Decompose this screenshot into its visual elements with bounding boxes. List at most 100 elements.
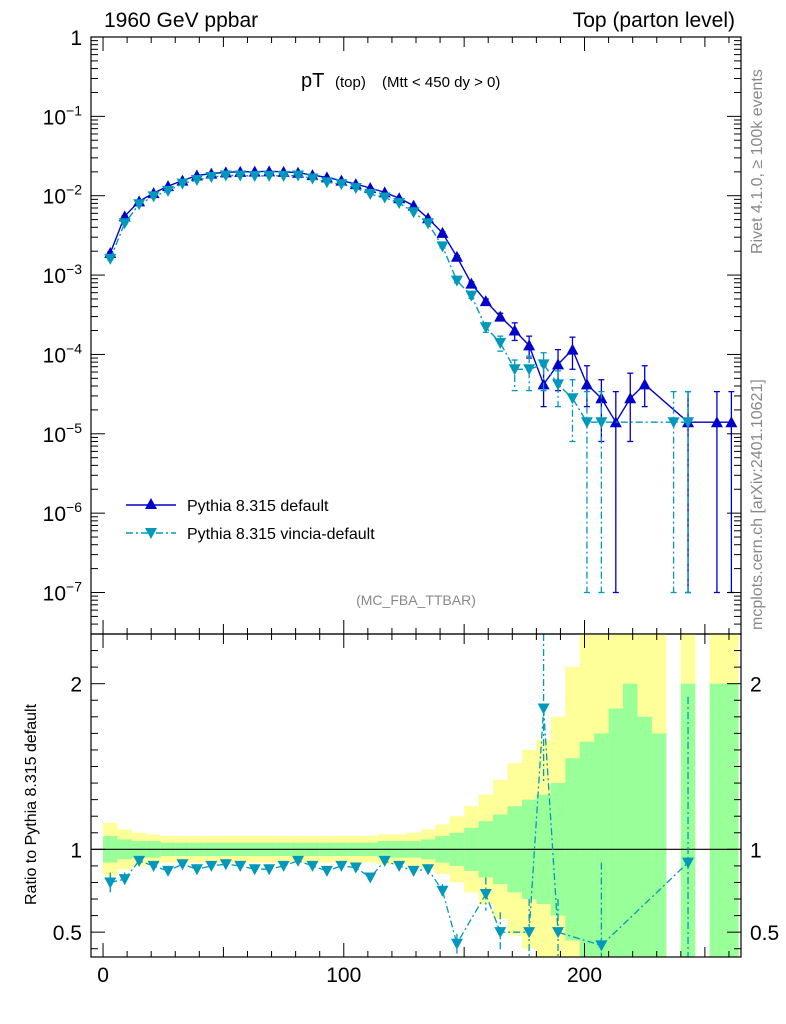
main-point-vincia	[205, 172, 218, 184]
main-point-vincia	[682, 417, 695, 429]
main-point-vincia	[263, 170, 276, 182]
main-point-vincia	[147, 191, 160, 203]
ratio-point	[422, 864, 435, 876]
ratio-y-tick-label-right: 2	[750, 674, 762, 697]
ratio-point	[133, 855, 146, 867]
main-point-vincia	[508, 364, 521, 376]
main-point-vincia	[335, 179, 348, 191]
main-point-vincia	[219, 170, 232, 182]
main-point-vincia	[479, 322, 492, 334]
main-point-default	[552, 358, 565, 370]
ratio-y-tick-label-left: 2	[70, 674, 82, 697]
main-y-tick-label: 10−2	[43, 182, 83, 209]
ratio-point	[494, 927, 507, 939]
main-point-vincia	[422, 218, 435, 230]
ratio-point	[104, 877, 117, 889]
side-mcplots-label: mcplots.cern.ch [arXiv:2401.10621]	[749, 379, 766, 630]
ratio-y-axis-label: Ratio to Pythia 8.315 default	[23, 703, 40, 905]
main-point-vincia	[494, 337, 507, 349]
ratio-x-tick-label: 0	[97, 964, 109, 987]
ratio-point	[595, 940, 608, 952]
ratio-x-tick-label: 200	[567, 964, 602, 987]
main-point-vincia	[133, 199, 146, 211]
main-point-vincia	[118, 218, 131, 230]
ratio-point	[523, 927, 536, 939]
ratio-point	[162, 865, 175, 877]
analysis-tag: (MC_FBA_TTBAR)	[356, 592, 476, 608]
ratio-point	[190, 864, 203, 876]
ratio-point	[320, 865, 333, 877]
legend-label-default: Pythia 8.315 default	[187, 498, 329, 515]
main-point-vincia	[436, 241, 449, 253]
plot-title-main: pT	[301, 70, 324, 92]
ratio-point	[436, 885, 449, 897]
header-right: Top (parton level)	[573, 9, 735, 32]
ratio-band-green	[623, 683, 638, 957]
plot-title-cut: (Mtt < 450 dy > 0)	[382, 74, 500, 91]
plot-title-sub: (top)	[335, 74, 366, 91]
main-point-vincia	[407, 207, 420, 219]
ratio-point	[176, 859, 189, 871]
main-point-vincia	[465, 290, 478, 302]
ratio-point	[118, 874, 131, 886]
ratio-band-green	[651, 733, 667, 957]
main-point-default	[523, 339, 536, 351]
ratio-band-green	[724, 683, 739, 957]
main-point-default	[725, 416, 738, 428]
main-y-tick-label: 10−5	[43, 420, 83, 447]
ratio-data-layer	[91, 634, 741, 957]
ratio-point	[407, 865, 420, 877]
main-plot: 10−7 10−6 10−5 10−4 10−3 10−2 10−1 1 pT (top) (…	[43, 27, 742, 635]
main-data-layer	[104, 165, 738, 594]
ratio-point	[277, 860, 290, 872]
ratio-point	[248, 864, 261, 876]
main-point-vincia	[248, 171, 261, 183]
main-series-line-default	[109, 170, 732, 424]
ratio-point	[234, 860, 247, 872]
main-y-tick-label: 10−7	[43, 579, 83, 606]
main-point-vincia	[566, 393, 579, 405]
ratio-x-tick-label: 100	[326, 964, 361, 987]
ratio-point	[378, 855, 391, 867]
main-y-tick-label: 10−1	[43, 102, 83, 129]
main-point-vincia	[393, 197, 406, 209]
ratio-point	[263, 864, 276, 876]
main-point-default	[479, 295, 492, 307]
ratio-band-green	[709, 683, 725, 957]
main-y-tick-label: 10−6	[43, 499, 83, 526]
legend-marker-default	[145, 498, 157, 509]
main-point-vincia	[104, 253, 117, 265]
main-point-vincia	[364, 189, 377, 201]
main-point-vincia	[537, 359, 550, 371]
ratio-point	[552, 927, 565, 939]
main-y-tick-label: 1	[70, 27, 82, 50]
main-axes-layer: 10−7 10−6 10−5 10−4 10−3 10−2 10−1 1	[43, 27, 742, 635]
main-point-default	[494, 310, 507, 322]
ratio-axes-layer: 0 100 200 0.5 0.5 1 1 2 2	[53, 633, 779, 987]
main-point-vincia	[523, 364, 536, 376]
main-point-default	[508, 324, 521, 336]
ratio-y-tick-label-left: 0.5	[53, 922, 82, 945]
main-point-default	[465, 277, 478, 289]
main-point-default	[580, 378, 593, 390]
main-point-vincia	[450, 275, 463, 287]
main-point-default	[450, 250, 463, 262]
main-point-vincia	[552, 379, 565, 391]
ratio-point	[205, 860, 218, 872]
main-point-vincia	[595, 417, 608, 429]
main-point-vincia	[277, 170, 290, 182]
ratio-point	[292, 855, 305, 867]
ratio-point	[219, 859, 232, 871]
main-point-vincia	[234, 170, 247, 182]
main-point-vincia	[349, 183, 362, 195]
ratio-point	[537, 703, 550, 715]
legend-label-vincia: Pythia 8.315 vincia-default	[187, 526, 375, 543]
ratio-band-green	[594, 733, 609, 957]
main-point-vincia	[306, 173, 319, 185]
main-point-vincia	[378, 192, 391, 204]
ratio-point	[349, 862, 362, 874]
header-left: 1960 GeV ppbar	[104, 9, 258, 32]
ratio-y-tick-label-right: 0.5	[750, 922, 779, 945]
ratio-point	[335, 860, 348, 872]
